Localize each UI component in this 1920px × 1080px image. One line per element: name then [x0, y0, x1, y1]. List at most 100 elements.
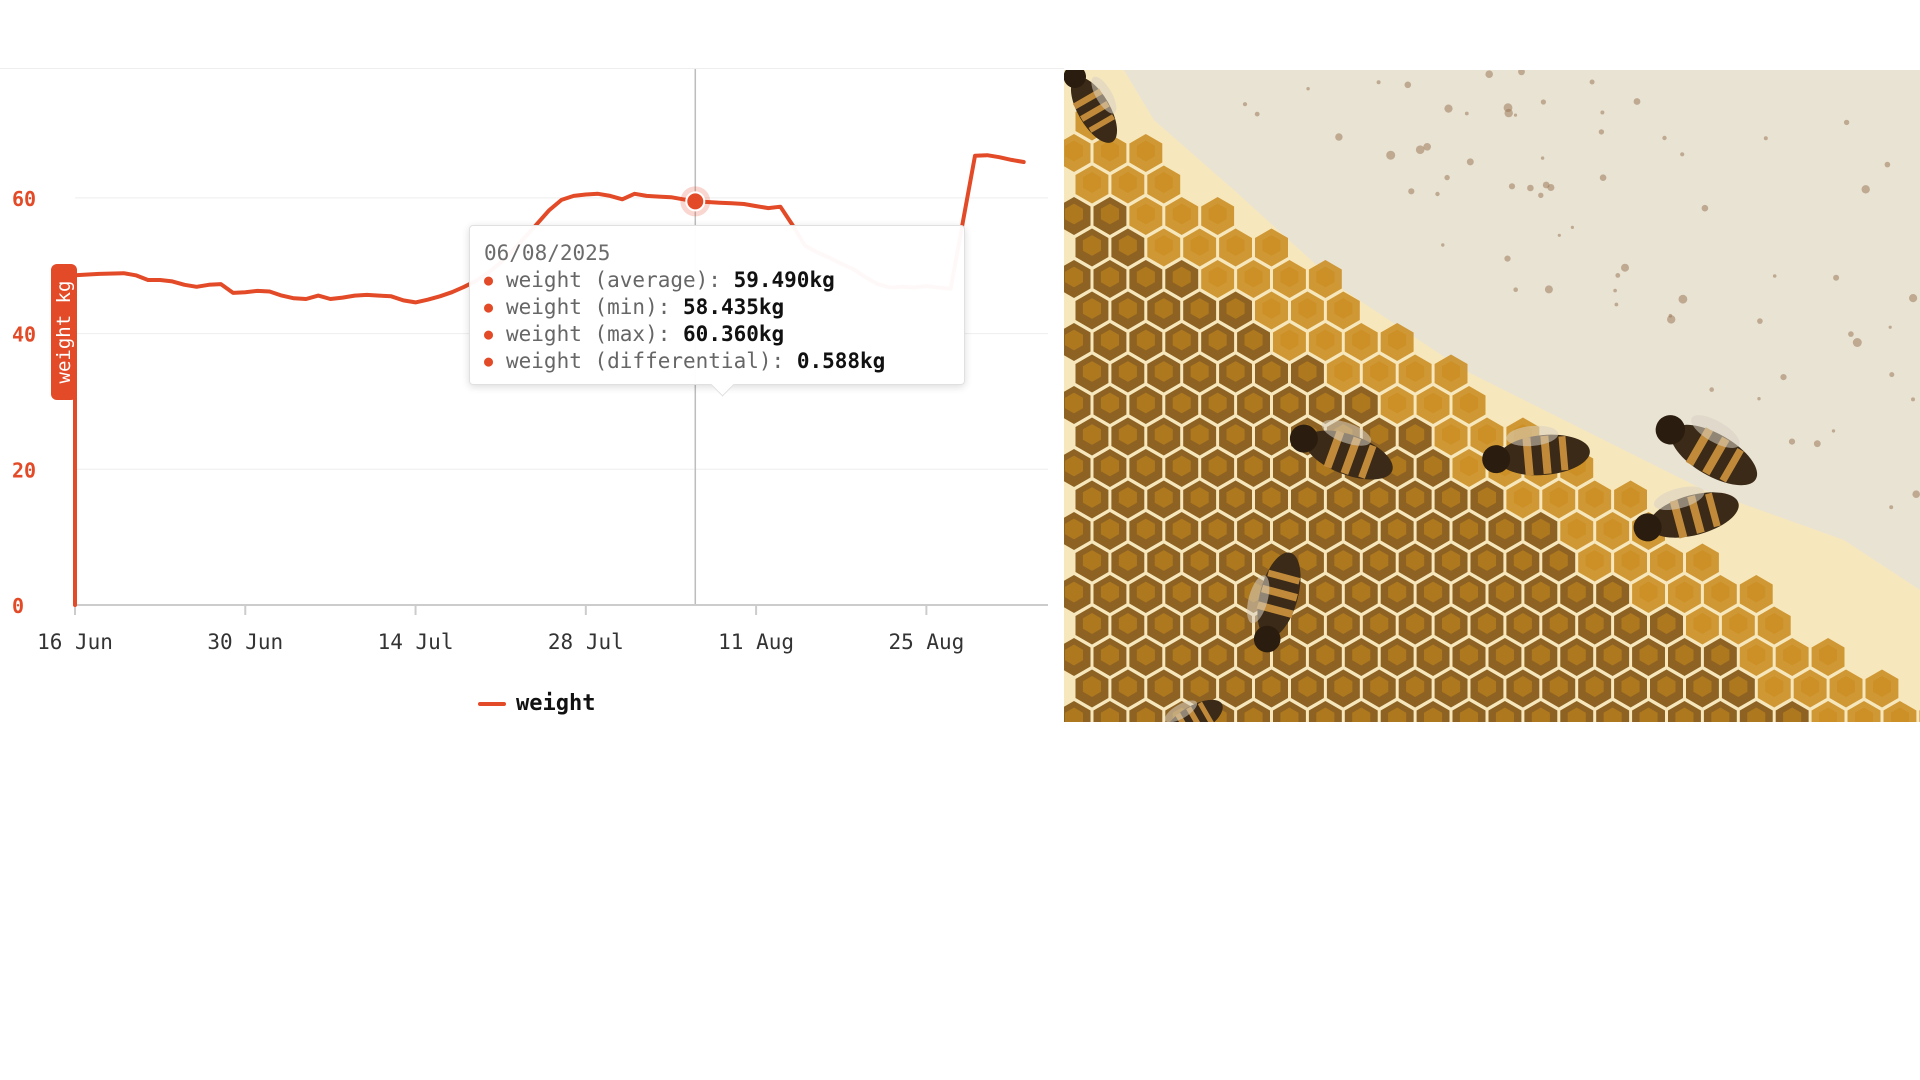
legend-label-weight[interactable]: weight [516, 691, 596, 716]
cell-highlight [1154, 298, 1173, 319]
cell-highlight [1567, 518, 1586, 540]
speckle [1466, 158, 1474, 166]
cell-highlight [1513, 550, 1532, 571]
cell-highlight [1388, 329, 1407, 351]
cell-highlight [1082, 424, 1101, 445]
cell-highlight [1154, 424, 1173, 445]
cell-highlight [1765, 613, 1784, 634]
cell-highlight [1513, 676, 1532, 697]
cell-highlight [1154, 235, 1173, 256]
cell-highlight [1370, 550, 1389, 571]
cell-highlight [1100, 518, 1119, 540]
cell-highlight [1136, 140, 1155, 162]
speckle [1485, 70, 1493, 78]
cell-highlight [1172, 455, 1191, 477]
cell-highlight [1585, 676, 1604, 697]
bee [1289, 419, 1393, 480]
speckle [1599, 174, 1607, 181]
cell-highlight [1442, 613, 1461, 634]
cell-highlight [1388, 392, 1407, 414]
speckle [1386, 150, 1396, 160]
bee [1655, 415, 1758, 486]
cell-highlight [1567, 581, 1586, 603]
cell-highlight [1190, 487, 1209, 508]
speckle [1598, 129, 1605, 135]
cell-highlight [1244, 707, 1263, 722]
cell-highlight [1118, 298, 1137, 319]
cell-highlight [1693, 550, 1712, 571]
cell-highlight [1334, 676, 1353, 697]
cell-highlight [1100, 140, 1119, 162]
cell-highlight [1280, 329, 1299, 351]
speckle [1435, 191, 1440, 197]
speckle [1678, 294, 1688, 304]
cell-highlight [1424, 581, 1443, 603]
cell-highlight [1208, 266, 1227, 288]
cell-highlight [1298, 298, 1317, 319]
bee-head [1655, 415, 1686, 445]
speckle [1709, 387, 1714, 392]
bee-head [1482, 445, 1511, 474]
tooltip-value: 59.490kg [733, 268, 835, 292]
cell-highlight [1082, 361, 1101, 382]
speckle [1538, 192, 1544, 198]
cell-highlight [1854, 707, 1873, 722]
cell-highlight [1118, 676, 1137, 697]
bee-stripe [1261, 584, 1298, 602]
speckle [1423, 143, 1431, 151]
cell-highlight [1334, 613, 1353, 634]
bee [1482, 425, 1590, 476]
cell-highlight [1190, 361, 1209, 382]
cell-highlight [1298, 676, 1317, 697]
speckle [1527, 184, 1534, 192]
cell-highlight [1424, 707, 1443, 722]
cell-highlight [1406, 613, 1425, 634]
cell-highlight [1065, 140, 1083, 162]
speckle [1852, 338, 1862, 347]
bee-wing [1164, 700, 1198, 722]
cell-highlight [1118, 613, 1137, 634]
bee-head [1289, 424, 1318, 453]
bee-wing [1653, 486, 1705, 511]
bee-wing [1691, 415, 1740, 448]
tooltip-bullet-icon: ● [484, 271, 494, 289]
cell-highlight [1226, 424, 1245, 445]
cell-highlight [1819, 707, 1838, 722]
cell-highlight [1172, 329, 1191, 351]
bee-wing [1247, 575, 1270, 624]
cell-highlight [1406, 676, 1425, 697]
cell-highlight [1208, 455, 1227, 477]
cell-highlight [1208, 392, 1227, 414]
speckle [1701, 204, 1709, 212]
cell-highlight [1136, 581, 1155, 603]
speckle [1242, 102, 1248, 107]
cell-highlight [1226, 676, 1245, 697]
cell-highlight [1334, 550, 1353, 571]
cell-highlight [1639, 581, 1658, 603]
cell-highlight [1424, 644, 1443, 666]
cell-highlight [1603, 644, 1622, 666]
cell-highlight [1459, 455, 1478, 477]
speckle [1861, 185, 1870, 194]
x-tick-label: 30 Jun [207, 630, 283, 654]
cell-highlight [1136, 455, 1155, 477]
speckle [1763, 136, 1768, 141]
cell-highlight [1154, 676, 1173, 697]
cell-highlight [1334, 487, 1353, 508]
cell-highlight [1190, 235, 1209, 256]
cell-highlight [1100, 266, 1119, 288]
y-tick-label: 20 [12, 458, 36, 482]
chart-legend[interactable]: weight [478, 691, 595, 716]
cell-highlight [1567, 644, 1586, 666]
cell-highlight [1334, 298, 1353, 319]
bee [1247, 552, 1301, 653]
bee-stripe [1340, 436, 1362, 475]
cell-highlight [1424, 392, 1443, 414]
bee-stripe [1719, 447, 1744, 483]
cell-highlight [1549, 676, 1568, 697]
tooltip-date: 06/08/2025 [484, 241, 611, 265]
cell-highlight [1065, 392, 1083, 414]
cell-highlight [1208, 644, 1227, 666]
speckle [1540, 156, 1545, 160]
cell-highlight [1226, 361, 1245, 382]
